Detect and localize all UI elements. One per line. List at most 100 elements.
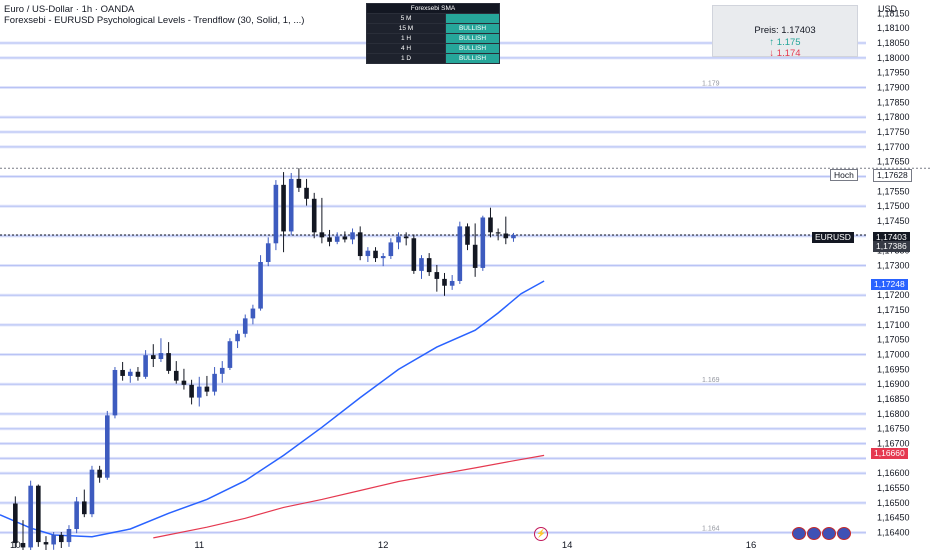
sma-status: BULLISH	[445, 33, 500, 44]
candle-body	[196, 386, 202, 398]
candle-body	[127, 371, 133, 376]
flag-icon[interactable]	[792, 527, 806, 540]
price-tick-label: 1,16450	[877, 513, 910, 523]
candle	[296, 168, 302, 192]
candle-body	[373, 250, 378, 259]
candle	[143, 350, 148, 379]
candle-body	[28, 485, 33, 548]
candle-body	[334, 236, 340, 242]
candle-body	[258, 261, 263, 309]
candle	[189, 379, 194, 405]
candle-body	[488, 217, 493, 233]
candle-body	[265, 243, 271, 262]
candle-body	[89, 469, 95, 515]
level-label: 1.169	[702, 377, 720, 384]
candle	[204, 375, 210, 397]
candle-body	[288, 178, 294, 232]
time-tick-label: 11	[194, 540, 204, 550]
sma-timeframe: 1 H	[366, 33, 446, 44]
blue-moving-average	[0, 280, 545, 538]
flag-icon[interactable]	[822, 527, 836, 540]
candle	[388, 238, 394, 260]
candle	[74, 496, 79, 534]
candle-body	[380, 256, 386, 259]
candle	[82, 489, 87, 518]
candle	[495, 228, 501, 241]
price-tick-label: 1,17100	[877, 320, 910, 330]
candle-body	[250, 308, 256, 319]
candle-body	[36, 485, 41, 543]
candle	[66, 525, 72, 547]
candle	[265, 237, 271, 267]
price-tick-label: 1,16850	[877, 394, 910, 404]
candle-body	[442, 278, 447, 286]
candle-body	[350, 232, 355, 240]
candle-body	[66, 529, 72, 543]
candle-body	[342, 236, 348, 240]
down-target-label: ↓ 1.174	[769, 48, 801, 59]
candle	[350, 228, 355, 245]
candle	[465, 223, 470, 251]
time-tick-label: 12	[378, 540, 389, 550]
candle-body	[304, 187, 309, 199]
price-tick-label: 1,17200	[877, 290, 910, 300]
price-tick-label: 1,17550	[877, 186, 910, 196]
price-tick-label: 1,17800	[877, 112, 910, 122]
blue-ma-badge: 1,17248	[871, 279, 908, 290]
reference-lines	[0, 167, 932, 236]
candle	[403, 232, 409, 246]
candle-body	[104, 415, 110, 478]
candle	[112, 367, 118, 419]
candle-body	[97, 469, 102, 478]
price-tick-label: 1,16750	[877, 424, 910, 434]
time-tick-label: 16	[746, 540, 757, 550]
sma-timeframe: 5 M	[366, 13, 446, 24]
candle-body	[273, 184, 279, 244]
candle	[127, 368, 133, 383]
candle	[442, 272, 447, 296]
candle	[59, 531, 64, 549]
candle	[480, 215, 486, 271]
flag-icon[interactable]	[807, 527, 821, 540]
sma-status: BULLISH	[445, 43, 500, 54]
price-tick-label: 1,18100	[877, 23, 910, 33]
indicator-title: Forexsebi - EURUSD Psychological Levels …	[4, 15, 305, 26]
price-tick-label: 1,18000	[877, 53, 910, 63]
sma-row-5m: 5 M	[366, 13, 500, 24]
psychological-levels	[0, 41, 866, 535]
candle-body	[449, 280, 455, 286]
time-tick-label: 14	[562, 540, 573, 550]
candle-body	[411, 238, 417, 271]
price-tick-label: 1,16600	[877, 468, 910, 478]
candle	[373, 247, 378, 262]
candle	[472, 223, 478, 277]
candle	[28, 480, 33, 550]
chart-title-block: Euro / US-Dollar · 1h · OANDA Forexsebi …	[4, 4, 304, 26]
candle	[250, 304, 256, 325]
candle	[334, 232, 340, 245]
candle	[227, 338, 233, 370]
currency-unit[interactable]: USD	[878, 4, 898, 14]
candle-body	[235, 333, 240, 342]
level-label: 1.179	[702, 81, 720, 88]
candles	[13, 168, 516, 550]
economic-events[interactable]	[792, 527, 852, 545]
lightning-icon[interactable]: ⚡	[534, 527, 548, 541]
candle	[258, 255, 263, 311]
price-tick-label: 1,17650	[877, 157, 910, 167]
candle	[36, 484, 41, 547]
chart-title: Euro / US-Dollar · 1h · OANDA	[4, 4, 135, 15]
candle	[411, 234, 417, 274]
candle	[288, 172, 294, 236]
price-tick-label: 1,17750	[877, 127, 910, 137]
prev-price-badge: 1,17386	[873, 241, 910, 252]
flag-icon[interactable]	[837, 527, 851, 540]
price-tick-label: 1,17450	[877, 216, 910, 226]
candle	[97, 465, 102, 483]
sma-status: BULLISH	[445, 53, 500, 64]
candle-body	[242, 318, 248, 334]
time-tick-label: 10	[10, 540, 21, 550]
sma-status-table: Forexsebi SMA 5 M 15 M BULLISH 1 H BULLISH…	[366, 3, 500, 64]
candle	[181, 368, 187, 390]
